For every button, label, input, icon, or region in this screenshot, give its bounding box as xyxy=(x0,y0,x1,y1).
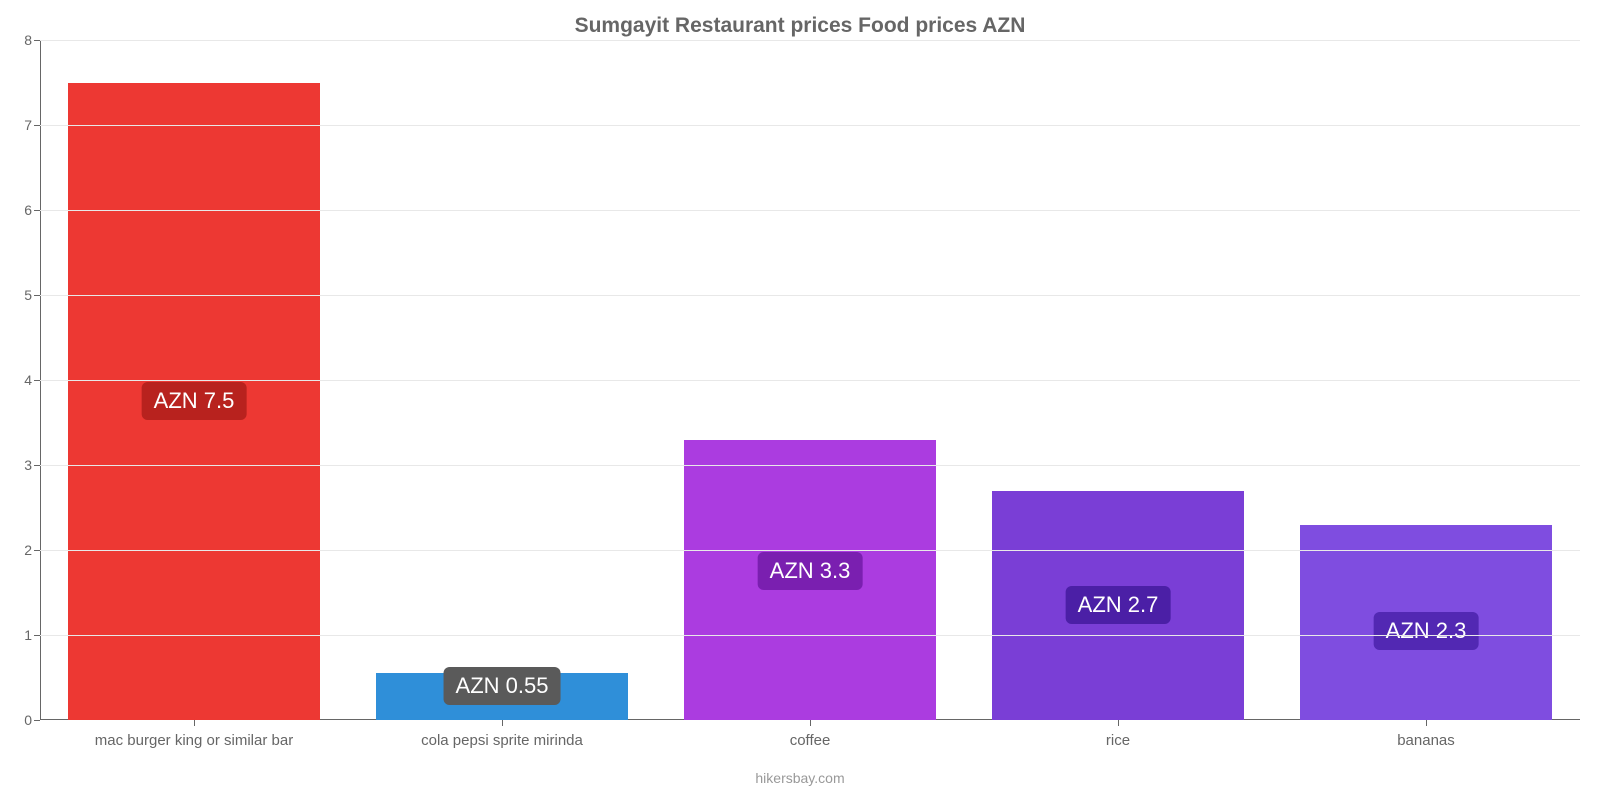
bar-value-badge: AZN 2.3 xyxy=(1374,612,1479,650)
y-tick-label: 4 xyxy=(24,372,32,388)
bar-value-badge: AZN 2.7 xyxy=(1066,586,1171,624)
plot-area: AZN 7.5AZN 0.55AZN 3.3AZN 2.7AZN 2.3 012… xyxy=(40,40,1580,720)
bar-value-badge: AZN 0.55 xyxy=(444,667,561,705)
y-tick-label: 1 xyxy=(24,627,32,643)
chart-container: Sumgayit Restaurant prices Food prices A… xyxy=(0,0,1600,800)
x-category-label: bananas xyxy=(1397,732,1455,749)
chart-title: Sumgayit Restaurant prices Food prices A… xyxy=(0,14,1600,38)
grid-line xyxy=(40,550,1580,551)
x-tick-mark xyxy=(502,720,503,726)
y-tick-label: 6 xyxy=(24,202,32,218)
y-tick-label: 3 xyxy=(24,457,32,473)
y-tick-mark xyxy=(34,210,40,211)
grid-line xyxy=(40,635,1580,636)
grid-line xyxy=(40,40,1580,41)
x-category-label: coffee xyxy=(790,732,831,749)
grid-line xyxy=(40,380,1580,381)
y-tick-mark xyxy=(34,295,40,296)
x-category-label: cola pepsi sprite mirinda xyxy=(421,732,583,749)
y-tick-mark xyxy=(34,550,40,551)
y-tick-mark xyxy=(34,720,40,721)
grid-line xyxy=(40,295,1580,296)
y-tick-label: 0 xyxy=(24,712,32,728)
x-tick-mark xyxy=(810,720,811,726)
credit-text: hikersbay.com xyxy=(0,770,1600,786)
y-tick-mark xyxy=(34,465,40,466)
x-category-label: mac burger king or similar bar xyxy=(95,732,293,749)
y-tick-mark xyxy=(34,40,40,41)
bar-value-badge: AZN 7.5 xyxy=(142,382,247,420)
y-tick-mark xyxy=(34,380,40,381)
x-tick-mark xyxy=(194,720,195,726)
y-tick-mark xyxy=(34,635,40,636)
bar-value-badge: AZN 3.3 xyxy=(758,552,863,590)
y-tick-label: 2 xyxy=(24,542,32,558)
grid-line xyxy=(40,125,1580,126)
x-tick-mark xyxy=(1118,720,1119,726)
grid-line xyxy=(40,465,1580,466)
y-tick-label: 7 xyxy=(24,117,32,133)
x-category-label: rice xyxy=(1106,732,1130,749)
y-tick-label: 5 xyxy=(24,287,32,303)
y-tick-mark xyxy=(34,125,40,126)
y-tick-label: 8 xyxy=(24,32,32,48)
x-tick-mark xyxy=(1426,720,1427,726)
grid-line xyxy=(40,210,1580,211)
